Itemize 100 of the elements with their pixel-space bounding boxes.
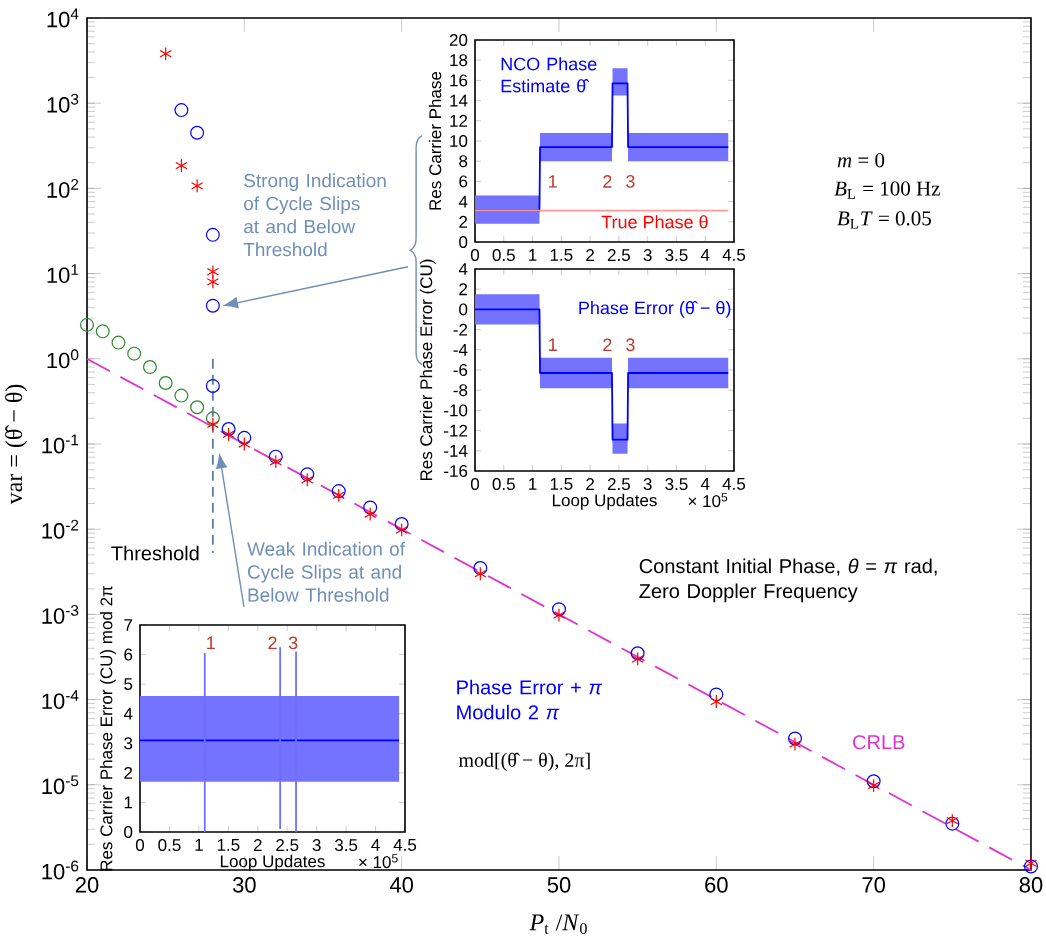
point xyxy=(237,430,252,445)
text: Phase Error + π Modulo 2 π xyxy=(457,679,603,720)
x-tick-label: 3 xyxy=(643,478,652,491)
y-tick-label: 4 xyxy=(458,263,468,275)
point xyxy=(631,651,644,666)
point xyxy=(552,608,566,623)
y-tick-label: 10$^{3}$ xyxy=(47,93,79,113)
y-tick-label: 14 xyxy=(450,94,468,107)
x-tick-label: 3.5 xyxy=(334,839,358,852)
annotation: 3 xyxy=(626,175,635,188)
annotation: 2 xyxy=(603,338,612,352)
y-axis-title: Res Carrier Phase Error (CU) mod 2π xyxy=(99,586,116,871)
y-tick-label: 3 xyxy=(124,737,133,750)
point xyxy=(268,449,283,464)
x-tick-label: 1.5 xyxy=(550,249,573,261)
point xyxy=(80,317,95,332)
point xyxy=(301,472,314,487)
point xyxy=(205,227,220,242)
y-tick-label: 4 xyxy=(123,707,133,720)
x-tick-label: 2 xyxy=(586,249,594,261)
point xyxy=(174,388,189,403)
x-tick-label: 4.5 xyxy=(393,839,417,851)
y-tick-label: 6 xyxy=(459,175,468,188)
annotation: 2 xyxy=(268,636,277,650)
point xyxy=(363,500,378,515)
x-tick-label: 3 xyxy=(312,839,321,852)
point xyxy=(710,694,723,709)
y-tick-label: 5 xyxy=(124,678,133,691)
x-tick-label: 50 xyxy=(547,877,571,893)
annotation: 3 xyxy=(288,636,298,650)
x-tick-label: 60 xyxy=(705,877,728,893)
point xyxy=(206,274,220,289)
y-tick-label: 10$^{-3}$ xyxy=(42,604,79,624)
x-tick-label: 4.5 xyxy=(722,249,746,261)
point xyxy=(222,427,235,442)
point xyxy=(205,411,220,426)
point xyxy=(630,646,645,661)
annotation: mod[(θ̂ − θ), 2π] xyxy=(458,752,590,771)
y-tick-label: 10$^{1}$ xyxy=(47,264,79,283)
point xyxy=(190,178,204,193)
y-tick-label: -6 xyxy=(453,363,468,376)
y-tick-label: 2 xyxy=(459,215,468,228)
y-tick-label: 16 xyxy=(450,74,468,87)
annotation: B$_{L}$T = 0.05 xyxy=(837,211,931,229)
y-tick-label: -14 xyxy=(444,444,468,457)
series-label: CRLB xyxy=(853,735,905,750)
x-axis-title: Loop Updates xyxy=(552,493,657,510)
point xyxy=(190,125,205,140)
annotation: 1 xyxy=(549,175,557,188)
annotation: × 10$^{5}$ xyxy=(688,493,728,508)
x-tick-label: 0.5 xyxy=(492,249,515,262)
point xyxy=(206,417,220,432)
x-tick-label: 2.5 xyxy=(607,249,630,262)
point xyxy=(300,467,315,482)
y-tick-label: 0 xyxy=(459,235,468,248)
point xyxy=(221,421,236,436)
y-tick-label: 2 xyxy=(124,766,133,779)
x-tick-label: 4 xyxy=(700,478,710,490)
y-tick-label: -4 xyxy=(453,343,468,356)
point xyxy=(332,488,345,503)
x-tick-label: 2.5 xyxy=(276,839,299,852)
annotation: 1 xyxy=(549,338,557,351)
y-tick-label: 7 xyxy=(124,619,133,631)
point xyxy=(205,378,220,393)
x-tick-label: 0.5 xyxy=(158,839,181,852)
y-tick-label: 4 xyxy=(458,195,468,208)
point xyxy=(175,158,188,173)
annotation: B$_{L}$ = 100 Hz xyxy=(834,181,940,199)
x-tick-label: 4 xyxy=(700,249,710,261)
point xyxy=(269,454,282,469)
x-tick-label: 1.5 xyxy=(217,839,240,851)
y-tick-label: 18 xyxy=(450,54,468,67)
x-tick-label: 4 xyxy=(371,839,380,851)
point xyxy=(159,46,172,61)
y-tick-label: -2 xyxy=(453,323,468,336)
ref-line-label: Threshold xyxy=(111,545,199,561)
y-tick-label: -8 xyxy=(453,384,468,397)
y-tick-label: 6 xyxy=(124,648,133,661)
y-tick-label: -12 xyxy=(444,424,468,437)
annotation: 1 xyxy=(207,636,215,649)
y-tick-label: 2 xyxy=(459,283,468,296)
x-tick-label: 4.5 xyxy=(722,478,746,490)
x-tick-label: 70 xyxy=(862,877,885,893)
x-tick-label: 40 xyxy=(389,877,414,893)
y-tick-label: -16 xyxy=(444,464,468,477)
x-tick-label: 0 xyxy=(470,478,480,491)
series-label: True Phase θ xyxy=(601,215,708,229)
point xyxy=(205,298,220,313)
annotation: Strong Indication of Cycle Slips at and Below Threshold xyxy=(243,173,386,257)
x-axis-title: Loop Updates xyxy=(220,854,325,871)
series-label: NCO Phase Estimate θ̂ xyxy=(501,57,597,93)
y-tick-label: 10$^{-4}$ xyxy=(42,690,79,709)
y-tick-label: 10$^{-2}$ xyxy=(42,519,79,539)
point xyxy=(473,561,488,576)
point xyxy=(174,103,189,118)
x-tick-label: 1 xyxy=(195,839,203,851)
x-tick-label: 2 xyxy=(586,478,594,490)
annotation: m = 0 xyxy=(837,153,885,168)
point xyxy=(190,400,205,415)
y-tick-label: -10 xyxy=(444,404,468,417)
